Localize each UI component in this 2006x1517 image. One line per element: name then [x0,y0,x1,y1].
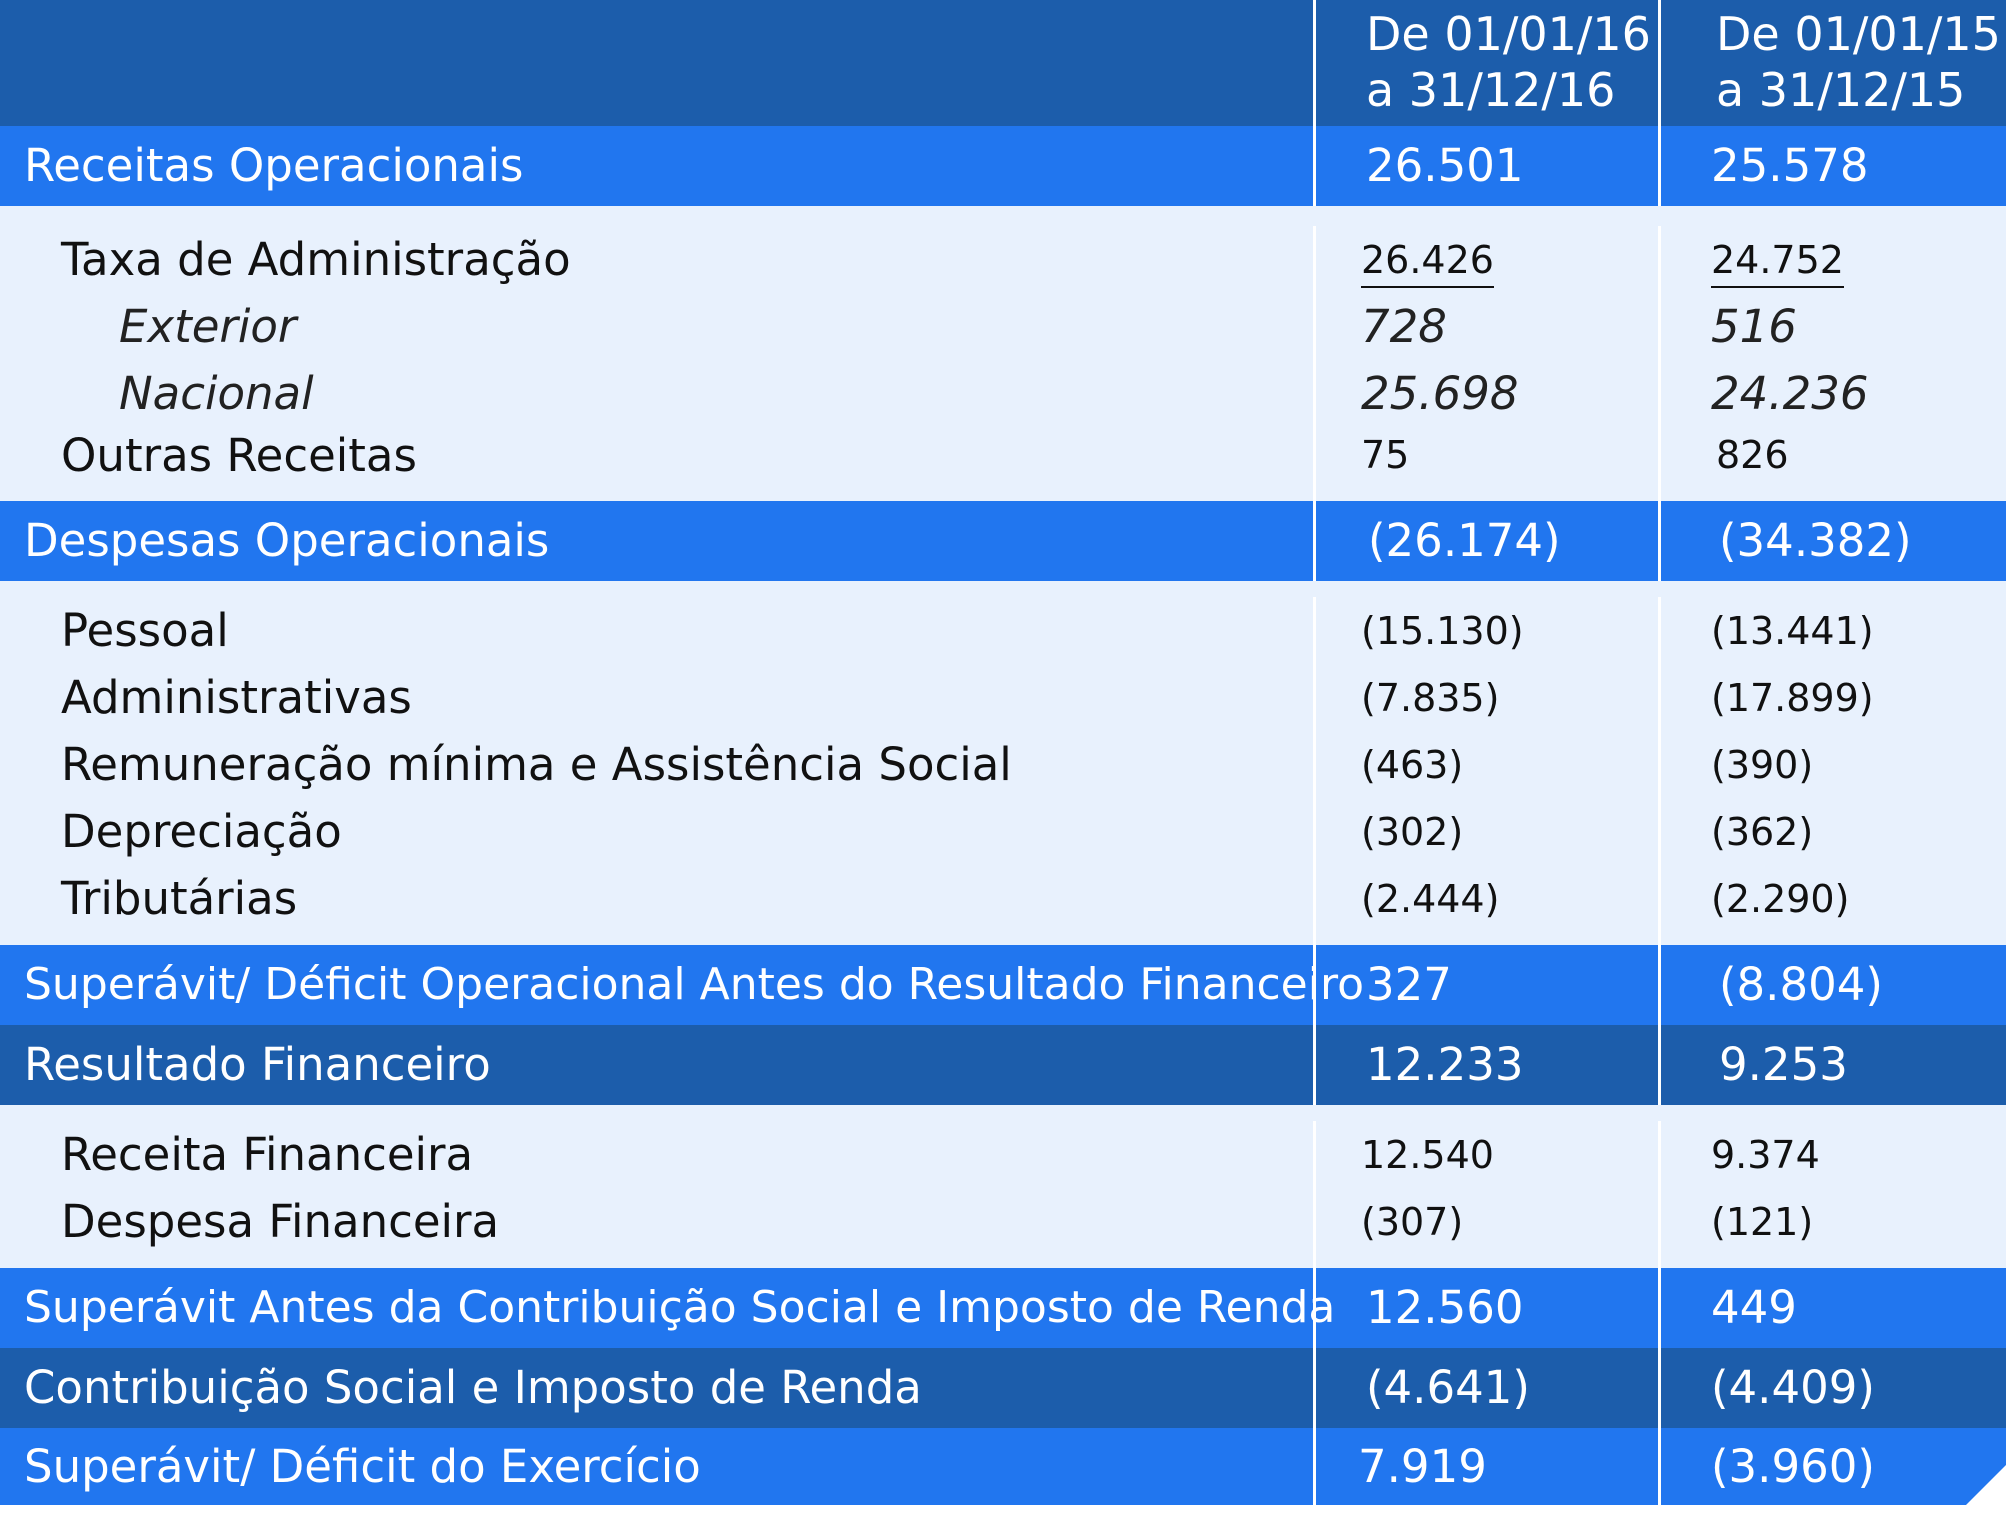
row-label: Receitas Operacionais [24,139,524,192]
value-2015-tributarias: (2.290) [1711,876,1850,921]
row-label: Superávit/ Déficit do Exercício [24,1440,701,1493]
receitas-detail-block: Taxa de Administração Exterior Nacional … [0,206,2006,501]
value-2016-depreciacao: (302) [1361,809,1464,854]
value-2015-nacional: 24.236 [1711,367,1869,420]
value-2015: 9.253 [1658,1025,2006,1105]
value-2015: (3.960) [1658,1428,2006,1505]
value-2015-exterior: 516 [1711,300,1797,353]
value-2015: 449 [1658,1268,2006,1348]
value-2016: 327 [1313,945,1658,1025]
row-label: Resultado Financeiro [24,1038,491,1091]
value-2016-outras-receitas: 75 [1361,433,1410,477]
folded-corner [1966,1465,2006,1505]
row-label: Superávit/ Déficit Operacional Antes do … [24,959,1365,1010]
value-2015-pessoal: (13.441) [1711,608,1874,653]
label-depreciacao: Depreciação [61,805,342,858]
value-2016-exterior: 728 [1361,300,1447,353]
value-2015-despesa-financeira: (121) [1711,1199,1814,1244]
row-superavit-operacional: Superávit/ Déficit Operacional Antes do … [0,945,2006,1025]
header-period-2015: De 01/01/15 a 31/12/15 [1658,0,2006,126]
value-2015: (34.382) [1658,501,2006,581]
value-2016: 12.233 [1313,1025,1658,1105]
value-2015: (4.409) [1658,1348,2006,1428]
value-2016-administrativas: (7.835) [1361,675,1500,720]
value-2016-remuneracao: (463) [1361,742,1464,787]
label-receita-financeira: Receita Financeira [61,1128,474,1181]
label-pessoal: Pessoal [61,604,229,657]
value-2015-administrativas: (17.899) [1711,675,1874,720]
label-exterior: Exterior [119,300,297,353]
value-2015: 25.578 [1658,126,2006,206]
header-period-2016: De 01/01/16 a 31/12/16 [1313,0,1658,126]
value-2015-taxa-administracao: 24.752 [1661,237,1844,288]
label-administrativas: Administrativas [61,671,412,724]
value-2016: (4.641) [1313,1348,1658,1428]
financeiro-detail-block: Receita Financeira Despesa Financeira 12… [0,1105,2006,1268]
value-2015-outras-receitas: 826 [1716,433,1789,477]
label-nacional: Nacional [119,367,314,420]
value-2016-taxa-administracao: 26.426 [1316,237,1494,288]
value-2015-depreciacao: (362) [1711,809,1814,854]
value-2016: 26.501 [1313,126,1658,206]
row-superavit-exercicio: Superávit/ Déficit do Exercício 7.919 (3… [0,1428,2006,1505]
row-resultado-financeiro: Resultado Financeiro 12.233 9.253 [0,1025,2006,1105]
row-despesas-operacionais: Despesas Operacionais (26.174) (34.382) [0,501,2006,581]
label-outras-receitas: Outras Receitas [61,428,417,482]
value-2015-remuneracao: (390) [1711,742,1814,787]
row-receitas-operacionais: Receitas Operacionais 26.501 25.578 [0,126,2006,206]
despesas-detail-block: Pessoal Administrativas Remuneração míni… [0,581,2006,945]
value-2016-tributarias: (2.444) [1361,876,1500,921]
label-tributarias: Tributárias [61,872,298,925]
value-2016-despesa-financeira: (307) [1361,1199,1464,1244]
row-contribuicao-social: Contribuição Social e Imposto de Renda (… [0,1348,2006,1428]
header-period-2016-line2: a 31/12/16 [1366,63,1616,117]
row-label: Superávit Antes da Contribuição Social e… [24,1282,1336,1333]
label-taxa-administracao: Taxa de Administração [61,233,571,286]
value-2016-pessoal: (15.130) [1361,608,1524,653]
value-2015: (8.804) [1658,945,2006,1025]
label-despesa-financeira: Despesa Financeira [61,1195,500,1248]
value-2015-receita-financeira: 9.374 [1711,1132,1820,1177]
label-remuneracao: Remuneração mínima e Assistência Social [61,738,1012,791]
value-2016-nacional: 25.698 [1361,367,1519,420]
header-blank-cell [0,0,1313,126]
value-2016: (26.174) [1313,501,1658,581]
table-header: De 01/01/16 a 31/12/16 De 01/01/15 a 31/… [0,0,2006,126]
row-superavit-antes-csir: Superávit Antes da Contribuição Social e… [0,1268,2006,1348]
header-period-2016-line1: De 01/01/16 [1366,7,1651,61]
row-label: Despesas Operacionais [24,514,550,567]
value-2016: 12.560 [1313,1268,1658,1348]
header-period-2015-line1: De 01/01/15 [1716,7,2001,61]
header-period-2015-line2: a 31/12/15 [1716,63,1966,117]
value-2016: 7.919 [1313,1428,1658,1505]
row-label: Contribuição Social e Imposto de Renda [24,1361,922,1414]
value-2016-receita-financeira: 12.540 [1361,1132,1494,1177]
